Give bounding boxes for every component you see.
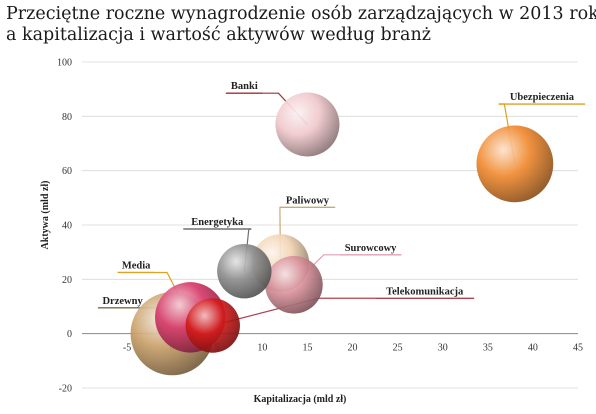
- x-tick--5: -5: [123, 343, 131, 354]
- y-tick-80: 80: [62, 112, 72, 123]
- x-tick-45: 45: [573, 343, 583, 354]
- bubble-label-surowcowy: Surowcowy: [345, 243, 397, 254]
- x-tick-10: 10: [257, 343, 267, 354]
- bubble-telekomunikacja: [185, 298, 240, 353]
- bubble-label-telekomunikacja: Telekomunikacja: [386, 286, 464, 297]
- x-axis-label: Kapitalizacja (mld zł): [254, 394, 347, 405]
- bubble-surowcowy: [265, 255, 323, 314]
- bubbles: [130, 92, 554, 376]
- bubble-banki: [275, 92, 340, 157]
- x-tick-30: 30: [438, 343, 448, 354]
- bubble-label-energetyka: Energetyka: [191, 217, 244, 228]
- bubble-energetyka: [217, 243, 272, 299]
- chart-title-line-1: Przeciętne roczne wynagrodzenie osób zar…: [6, 4, 596, 24]
- y-axis-label: Aktywa (mld zł): [40, 181, 51, 250]
- bubble-ubezpieczenia: [476, 125, 554, 203]
- x-tick-15: 15: [302, 343, 312, 354]
- bubble-labels: Drzewny Media Telekomunikacja Energetyka Pal…: [102, 81, 574, 307]
- bubble-label-media: Media: [122, 260, 151, 271]
- y-tick-labels: -20 0 20 40 60 80 100: [57, 58, 72, 395]
- x-tick-35: 35: [483, 343, 493, 354]
- y-tick-20: 20: [62, 275, 72, 286]
- x-tick-25: 25: [393, 343, 403, 354]
- y-tick-60: 60: [62, 166, 72, 177]
- bubble-label-drzewny: Drzewny: [102, 296, 143, 307]
- y-tick--20: -20: [59, 384, 72, 395]
- bubble-label-paliwowy: Paliwowy: [286, 195, 330, 206]
- y-tick-0: 0: [67, 329, 72, 340]
- x-tick-20: 20: [348, 343, 358, 354]
- chart-title: Przeciętne roczne wynagrodzenie osób zar…: [6, 4, 596, 46]
- bubble-label-banki: Banki: [231, 81, 258, 92]
- x-tick-40: 40: [528, 343, 538, 354]
- y-tick-40: 40: [62, 221, 72, 232]
- y-tick-100: 100: [57, 58, 72, 69]
- chart-title-line-2: a kapitalizacja i wartość aktywów według…: [6, 25, 431, 45]
- bubble-label-ubezpieczenia: Ubezpieczenia: [510, 92, 575, 103]
